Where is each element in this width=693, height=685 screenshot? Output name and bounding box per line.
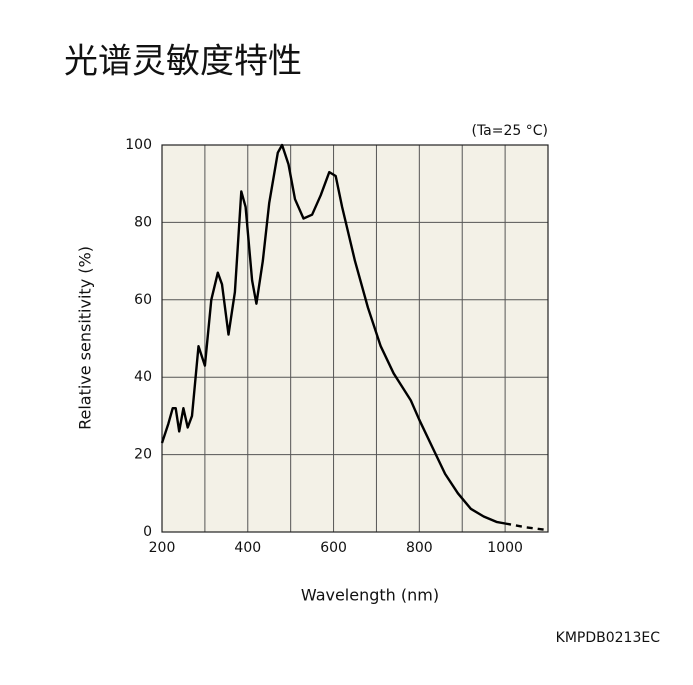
x-tick-label: 1000 (487, 540, 523, 556)
y-tick-label: 100 (125, 137, 152, 153)
y-tick-label: 0 (143, 524, 152, 540)
plot-area (162, 145, 548, 532)
figure-code: KMPDB0213EC (556, 630, 661, 646)
y-tick-label: 60 (134, 292, 152, 308)
y-axis-label: Relative sensitivity (%) (76, 246, 95, 430)
y-tick-label: 20 (134, 447, 152, 463)
x-tick-label: 800 (406, 540, 433, 556)
y-tick-label: 40 (134, 369, 152, 385)
chart-title: 光谱灵敏度特性 (64, 42, 302, 82)
x-tick-label: 600 (320, 540, 347, 556)
x-tick-label: 200 (149, 540, 176, 556)
plot-frame (161, 144, 549, 533)
x-tick-label: 400 (234, 540, 261, 556)
x-axis-label: Wavelength (nm) (301, 586, 439, 605)
annotation: (Ta=25 °C) (471, 123, 548, 139)
y-tick-label: 80 (134, 214, 152, 230)
sensitivity-line (504, 522, 549, 532)
sensitivity-line (160, 143, 506, 525)
